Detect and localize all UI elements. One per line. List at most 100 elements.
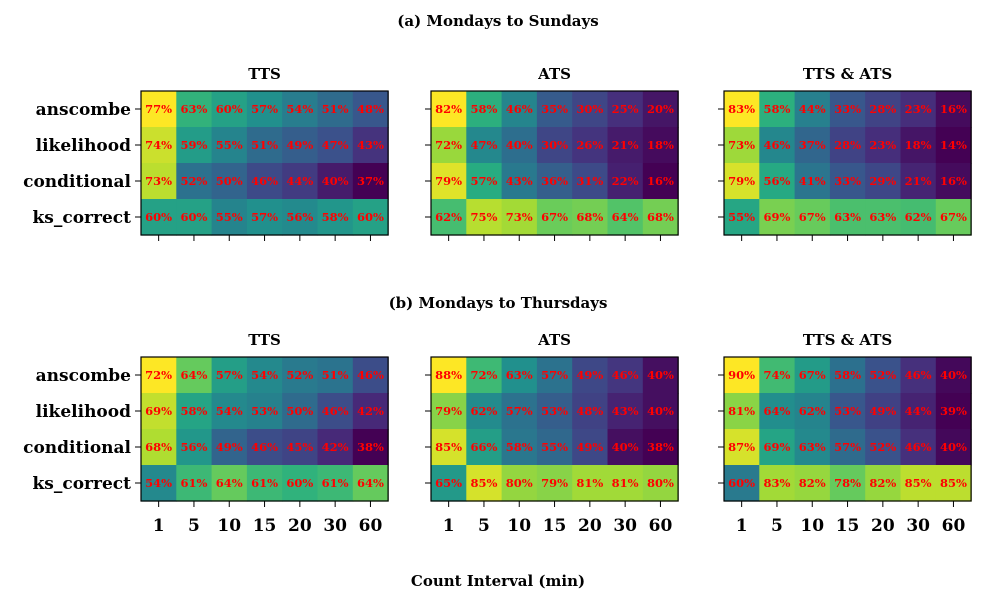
heatmap-cell [865, 127, 902, 164]
cell-label: 85% [905, 476, 932, 490]
x-tick-label: 20 [578, 516, 602, 536]
cell-label: 26% [576, 138, 603, 152]
heatmap-cell [759, 127, 796, 164]
heatmap-cell [865, 393, 902, 430]
cell-label: 82% [869, 476, 896, 490]
x-tick-label: 5 [188, 516, 200, 536]
heatmap-cell [211, 127, 248, 164]
heatmap-cell [572, 127, 609, 164]
cell-label: 33% [834, 174, 861, 188]
cell-label: 33% [834, 102, 861, 116]
heatmap-cell [246, 199, 283, 236]
cell-label: 16% [940, 174, 967, 188]
heatmap-cell [829, 429, 866, 466]
cell-label: 79% [435, 404, 462, 418]
heatmap-cell [176, 465, 213, 502]
heatmap-cell [759, 91, 796, 128]
heatmap-cell [865, 199, 902, 236]
cell-label: 43% [612, 404, 639, 418]
heatmap-cell [501, 429, 538, 466]
cell-label: 81% [728, 404, 755, 418]
cell-label: 73% [728, 138, 755, 152]
cell-label: 85% [940, 476, 967, 490]
heatmap-cell [759, 199, 796, 236]
heatmap-cell [141, 199, 177, 236]
x-tick-label: 5 [771, 516, 783, 536]
cell-label: 60% [145, 210, 172, 224]
heatmap-cell [141, 357, 177, 394]
cell-label: 44% [905, 404, 932, 418]
cell-label: 46% [905, 368, 932, 382]
heatmap-cell [724, 393, 760, 430]
y-tick-label: ks_correct [33, 208, 132, 228]
cell-label: 49% [576, 440, 603, 454]
heatmap-cell [900, 91, 937, 128]
heatmap-cell [466, 199, 503, 236]
cell-label: 74% [145, 138, 172, 152]
heatmap-cell [501, 393, 538, 430]
cell-label: 83% [728, 102, 755, 116]
heatmap-cell [501, 91, 538, 128]
heatmap-cell [317, 429, 354, 466]
cell-label: 40% [940, 368, 967, 382]
panel-title: TTS [248, 65, 281, 83]
cell-label: 40% [506, 138, 533, 152]
cell-label: 64% [216, 476, 243, 490]
heatmap-cell [865, 91, 902, 128]
heatmap-cell [935, 199, 972, 236]
heatmap-cell [176, 127, 213, 164]
heatmap-cell [246, 393, 283, 430]
heatmap-cell [829, 465, 866, 502]
cell-label: 41% [799, 174, 826, 188]
heatmap-cell [607, 91, 644, 128]
cell-label: 46% [322, 404, 349, 418]
cell-label: 69% [145, 404, 172, 418]
heatmap-cell [211, 199, 248, 236]
panel-title: TTS & ATS [803, 331, 892, 349]
cell-label: 42% [357, 404, 384, 418]
heatmap-cell [935, 91, 972, 128]
x-tick-label: 1 [153, 516, 165, 536]
heatmap-cell [431, 465, 467, 502]
cell-label: 60% [728, 476, 755, 490]
heatmap-cell [935, 393, 972, 430]
cell-label: 79% [541, 476, 568, 490]
cell-label: 46% [763, 138, 790, 152]
cell-label: 60% [180, 210, 207, 224]
cell-label: 68% [576, 210, 603, 224]
cell-label: 46% [251, 440, 278, 454]
heatmap-cell [829, 163, 866, 200]
cell-label: 40% [612, 440, 639, 454]
heatmap-cell [211, 357, 248, 394]
y-tick-label: anscombe [36, 366, 132, 386]
x-tick-label: 60 [942, 516, 966, 536]
heatmap-cell [141, 393, 177, 430]
heatmap-cell [759, 429, 796, 466]
cell-label: 22% [612, 174, 639, 188]
heatmap-cell [572, 393, 609, 430]
cell-label: 58% [322, 210, 349, 224]
cell-label: 49% [576, 368, 603, 382]
cell-label: 42% [322, 440, 349, 454]
cell-label: 36% [541, 174, 568, 188]
cell-label: 62% [435, 210, 462, 224]
cell-label: 48% [576, 404, 603, 418]
cell-label: 80% [506, 476, 533, 490]
cell-label: 72% [435, 138, 462, 152]
cell-label: 57% [251, 210, 278, 224]
cell-label: 83% [763, 476, 790, 490]
x-tick-label: 30 [906, 516, 930, 536]
cell-label: 14% [940, 138, 967, 152]
cell-label: 65% [435, 476, 462, 490]
cell-label: 58% [763, 102, 790, 116]
heatmap-cell [536, 127, 573, 164]
cell-label: 16% [647, 174, 674, 188]
heatmap-cell [466, 127, 503, 164]
heatmap-cell [501, 465, 538, 502]
heatmap-cell [352, 465, 389, 502]
heatmap-cell [900, 429, 937, 466]
heatmap-cell [246, 429, 283, 466]
heatmap-cell [317, 393, 354, 430]
cell-label: 85% [435, 440, 462, 454]
cell-label: 43% [357, 138, 384, 152]
